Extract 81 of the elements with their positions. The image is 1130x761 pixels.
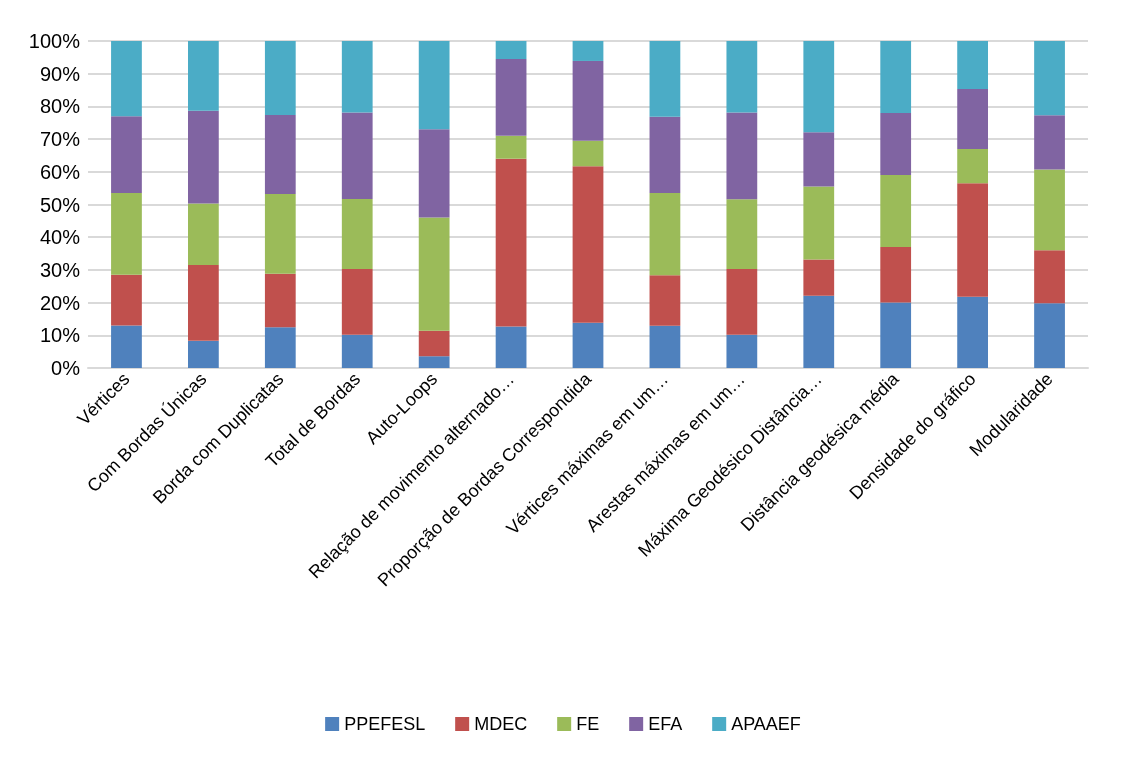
bar	[880, 41, 912, 113]
bar	[188, 41, 219, 111]
bar	[880, 112, 912, 176]
bar	[1034, 169, 1065, 251]
bar	[341, 112, 373, 199]
bar	[803, 186, 835, 260]
bar	[418, 217, 450, 331]
bar	[880, 175, 912, 248]
bar	[726, 334, 758, 368]
bar	[264, 114, 296, 195]
y-tick-label: 0%	[51, 357, 81, 379]
bar	[1034, 41, 1065, 116]
bar	[495, 41, 527, 59]
bar	[418, 330, 450, 357]
bar	[957, 148, 988, 184]
bar	[649, 116, 681, 194]
bar	[649, 41, 681, 117]
legend-label: PPEFESL	[344, 714, 426, 734]
legend-label: FE	[576, 714, 600, 734]
bar	[341, 334, 373, 368]
bar	[880, 302, 912, 368]
bar	[341, 41, 373, 113]
bar	[726, 268, 758, 335]
y-tick-label: 80%	[39, 95, 81, 118]
bar	[111, 193, 142, 275]
legend-label: MDEC	[474, 714, 528, 734]
bar	[957, 183, 988, 297]
bar	[1034, 115, 1065, 170]
bar	[572, 166, 604, 323]
bar	[264, 194, 296, 274]
bar	[803, 259, 835, 296]
bar	[803, 41, 835, 133]
legend-label: EFA	[648, 714, 683, 734]
bar	[264, 327, 296, 368]
bar	[188, 203, 219, 265]
y-tick-label: 70%	[39, 128, 81, 151]
bar	[341, 268, 373, 335]
bar	[264, 273, 296, 328]
y-tick-label: 90%	[39, 62, 81, 85]
bar	[572, 41, 604, 61]
bar	[495, 135, 527, 159]
bar	[111, 41, 142, 117]
bar	[957, 296, 988, 368]
bar	[649, 275, 681, 326]
y-tick-label: 100%	[28, 30, 81, 52]
bar	[572, 140, 604, 167]
y-tick-label: 40%	[39, 226, 81, 249]
bar	[726, 199, 758, 269]
y-tick-label: 30%	[39, 258, 81, 281]
bar	[341, 198, 373, 269]
bar	[649, 193, 681, 276]
bar	[803, 132, 835, 187]
bar	[418, 129, 450, 218]
legend-label: APAAEF	[731, 714, 801, 734]
bar	[803, 295, 835, 368]
bar	[495, 326, 527, 368]
bar	[726, 112, 758, 200]
bar	[495, 58, 527, 136]
bar	[1034, 303, 1065, 368]
bar	[111, 116, 142, 194]
bar	[572, 60, 604, 141]
bar	[264, 41, 296, 115]
y-tick-label: 10%	[39, 324, 81, 347]
y-tick-label: 60%	[39, 160, 81, 183]
bar	[188, 265, 219, 341]
y-tick-label: 20%	[39, 291, 81, 314]
bar	[649, 325, 681, 368]
bar	[726, 41, 758, 113]
bar	[111, 325, 142, 368]
bar	[1034, 250, 1065, 304]
y-tick-label: 50%	[39, 193, 81, 216]
bar	[572, 322, 604, 368]
bar	[495, 158, 527, 327]
bar	[957, 41, 988, 90]
bar	[418, 41, 450, 130]
bar	[957, 89, 988, 149]
bar	[880, 247, 912, 303]
bar	[188, 340, 219, 368]
bar	[111, 274, 142, 326]
bar	[188, 110, 219, 204]
bar	[418, 356, 450, 368]
